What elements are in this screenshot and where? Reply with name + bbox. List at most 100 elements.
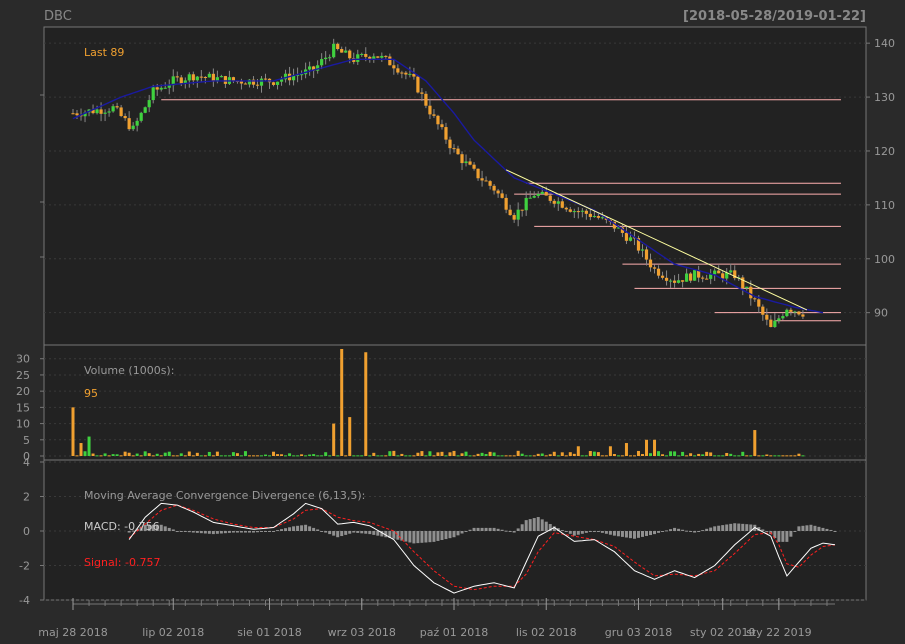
volume-bar bbox=[504, 455, 508, 457]
macd-histogram-bar bbox=[721, 525, 725, 531]
price-legend: Last 89 bbox=[84, 46, 124, 59]
volume-bar bbox=[500, 455, 504, 457]
macd-histogram-bar bbox=[600, 531, 604, 533]
macd-histogram-bar bbox=[368, 531, 372, 535]
macd-histogram-bar bbox=[175, 531, 179, 532]
macd-histogram-bar bbox=[797, 526, 801, 531]
macd-histogram-bar bbox=[159, 524, 163, 531]
volume-bar bbox=[452, 450, 456, 456]
volume-bar bbox=[588, 451, 592, 456]
macd-histogram-bar bbox=[620, 531, 624, 537]
macd-histogram-bar bbox=[492, 527, 496, 531]
macd-histogram-bar bbox=[143, 524, 147, 531]
candle-up bbox=[600, 217, 604, 219]
volume-bar bbox=[600, 455, 604, 457]
candle-up bbox=[135, 120, 139, 126]
volume-bar bbox=[785, 455, 789, 457]
volume-bar bbox=[159, 455, 163, 457]
macd-histogram-bar bbox=[380, 531, 384, 537]
candle-up bbox=[464, 161, 468, 164]
candle-down bbox=[223, 76, 227, 84]
volume-bar bbox=[75, 455, 79, 457]
candle-down bbox=[348, 50, 352, 59]
macd-histogram-bar bbox=[440, 531, 444, 541]
macd-histogram-bar bbox=[604, 531, 608, 534]
candle-down bbox=[71, 113, 75, 115]
volume-bar bbox=[115, 454, 119, 456]
volume-bar bbox=[87, 436, 91, 456]
candle-down bbox=[436, 115, 440, 125]
candle-up bbox=[380, 55, 384, 58]
candle-down bbox=[620, 227, 625, 233]
candle-down bbox=[416, 76, 420, 93]
volume-bar bbox=[761, 455, 765, 457]
macd-histogram-bar bbox=[817, 526, 821, 531]
macd-panel-frame bbox=[43, 459, 867, 601]
macd-histogram-bar bbox=[456, 531, 460, 536]
macd-histogram-bar bbox=[669, 529, 673, 531]
macd-histogram-bar bbox=[484, 527, 488, 531]
macd-histogram-bar bbox=[560, 530, 564, 532]
macd-histogram-bar bbox=[645, 531, 649, 536]
macd-histogram-bar bbox=[624, 531, 628, 538]
chart-symbol: DBC bbox=[44, 9, 72, 24]
volume-bar bbox=[729, 453, 733, 456]
candle-down bbox=[749, 286, 753, 299]
macd-histogram-bar bbox=[580, 531, 584, 534]
candle-up bbox=[356, 54, 360, 62]
volume-bar bbox=[532, 455, 536, 457]
macd-histogram-bar bbox=[596, 531, 600, 532]
macd-histogram-bar bbox=[135, 528, 139, 531]
macd-histogram-bar bbox=[636, 531, 640, 538]
candle-up bbox=[344, 50, 348, 53]
volume-bar bbox=[380, 455, 384, 457]
volume-bar bbox=[524, 455, 528, 457]
volume-bar bbox=[163, 452, 167, 456]
volume-bar bbox=[420, 451, 424, 456]
volume-bar bbox=[264, 454, 268, 456]
x-tick-label: lip 02 2018 bbox=[142, 626, 204, 639]
volume-bar bbox=[685, 455, 689, 457]
macd-histogram-bar bbox=[592, 531, 596, 532]
macd-histogram-bar bbox=[223, 531, 227, 534]
candle-down bbox=[500, 193, 504, 198]
volume-bar bbox=[516, 450, 520, 456]
volume-bar bbox=[765, 454, 769, 456]
price-ytick-label: 110 bbox=[874, 199, 895, 212]
macd-histogram-bar bbox=[312, 527, 316, 531]
macd-histogram-bar bbox=[568, 531, 572, 534]
macd-histogram-bar bbox=[340, 531, 344, 537]
candle-up bbox=[139, 112, 143, 121]
price-ytick-label: 90 bbox=[874, 307, 888, 320]
macd-histogram-bar bbox=[801, 525, 805, 531]
volume-bar bbox=[512, 455, 516, 457]
x-tick-label: paź 01 2018 bbox=[420, 626, 488, 639]
volume-bar bbox=[620, 455, 624, 457]
macd-histogram-bar bbox=[332, 531, 336, 536]
candle-down bbox=[211, 73, 215, 82]
macd-histogram-bar bbox=[284, 528, 288, 531]
volume-bar bbox=[259, 455, 263, 457]
macd-histogram-bar bbox=[388, 531, 392, 538]
macd-histogram-bar bbox=[793, 531, 797, 532]
chart-range: [2018-05-28/2019-01-22] bbox=[683, 9, 866, 24]
macd-histogram-bar bbox=[207, 531, 211, 534]
candle-down bbox=[584, 210, 588, 214]
macd-histogram-bar bbox=[243, 531, 247, 533]
volume-bar bbox=[705, 451, 709, 456]
volume-bar bbox=[661, 454, 665, 456]
candle-up bbox=[167, 85, 171, 88]
macd-histogram-bar bbox=[657, 531, 661, 533]
volume-bar bbox=[300, 454, 304, 456]
volume-ytick-label: 20 bbox=[16, 385, 30, 398]
macd-histogram-bar bbox=[304, 524, 308, 531]
candle-down bbox=[75, 113, 79, 116]
macd-histogram-bar bbox=[392, 531, 396, 539]
macd-histogram-bar bbox=[528, 519, 532, 531]
volume-bar bbox=[721, 455, 725, 457]
macd-histogram-bar bbox=[151, 524, 155, 531]
macd-histogram-bar bbox=[272, 531, 276, 532]
macd-histogram-bar bbox=[697, 531, 701, 532]
candle-down bbox=[741, 277, 745, 289]
volume-bar bbox=[628, 455, 632, 457]
